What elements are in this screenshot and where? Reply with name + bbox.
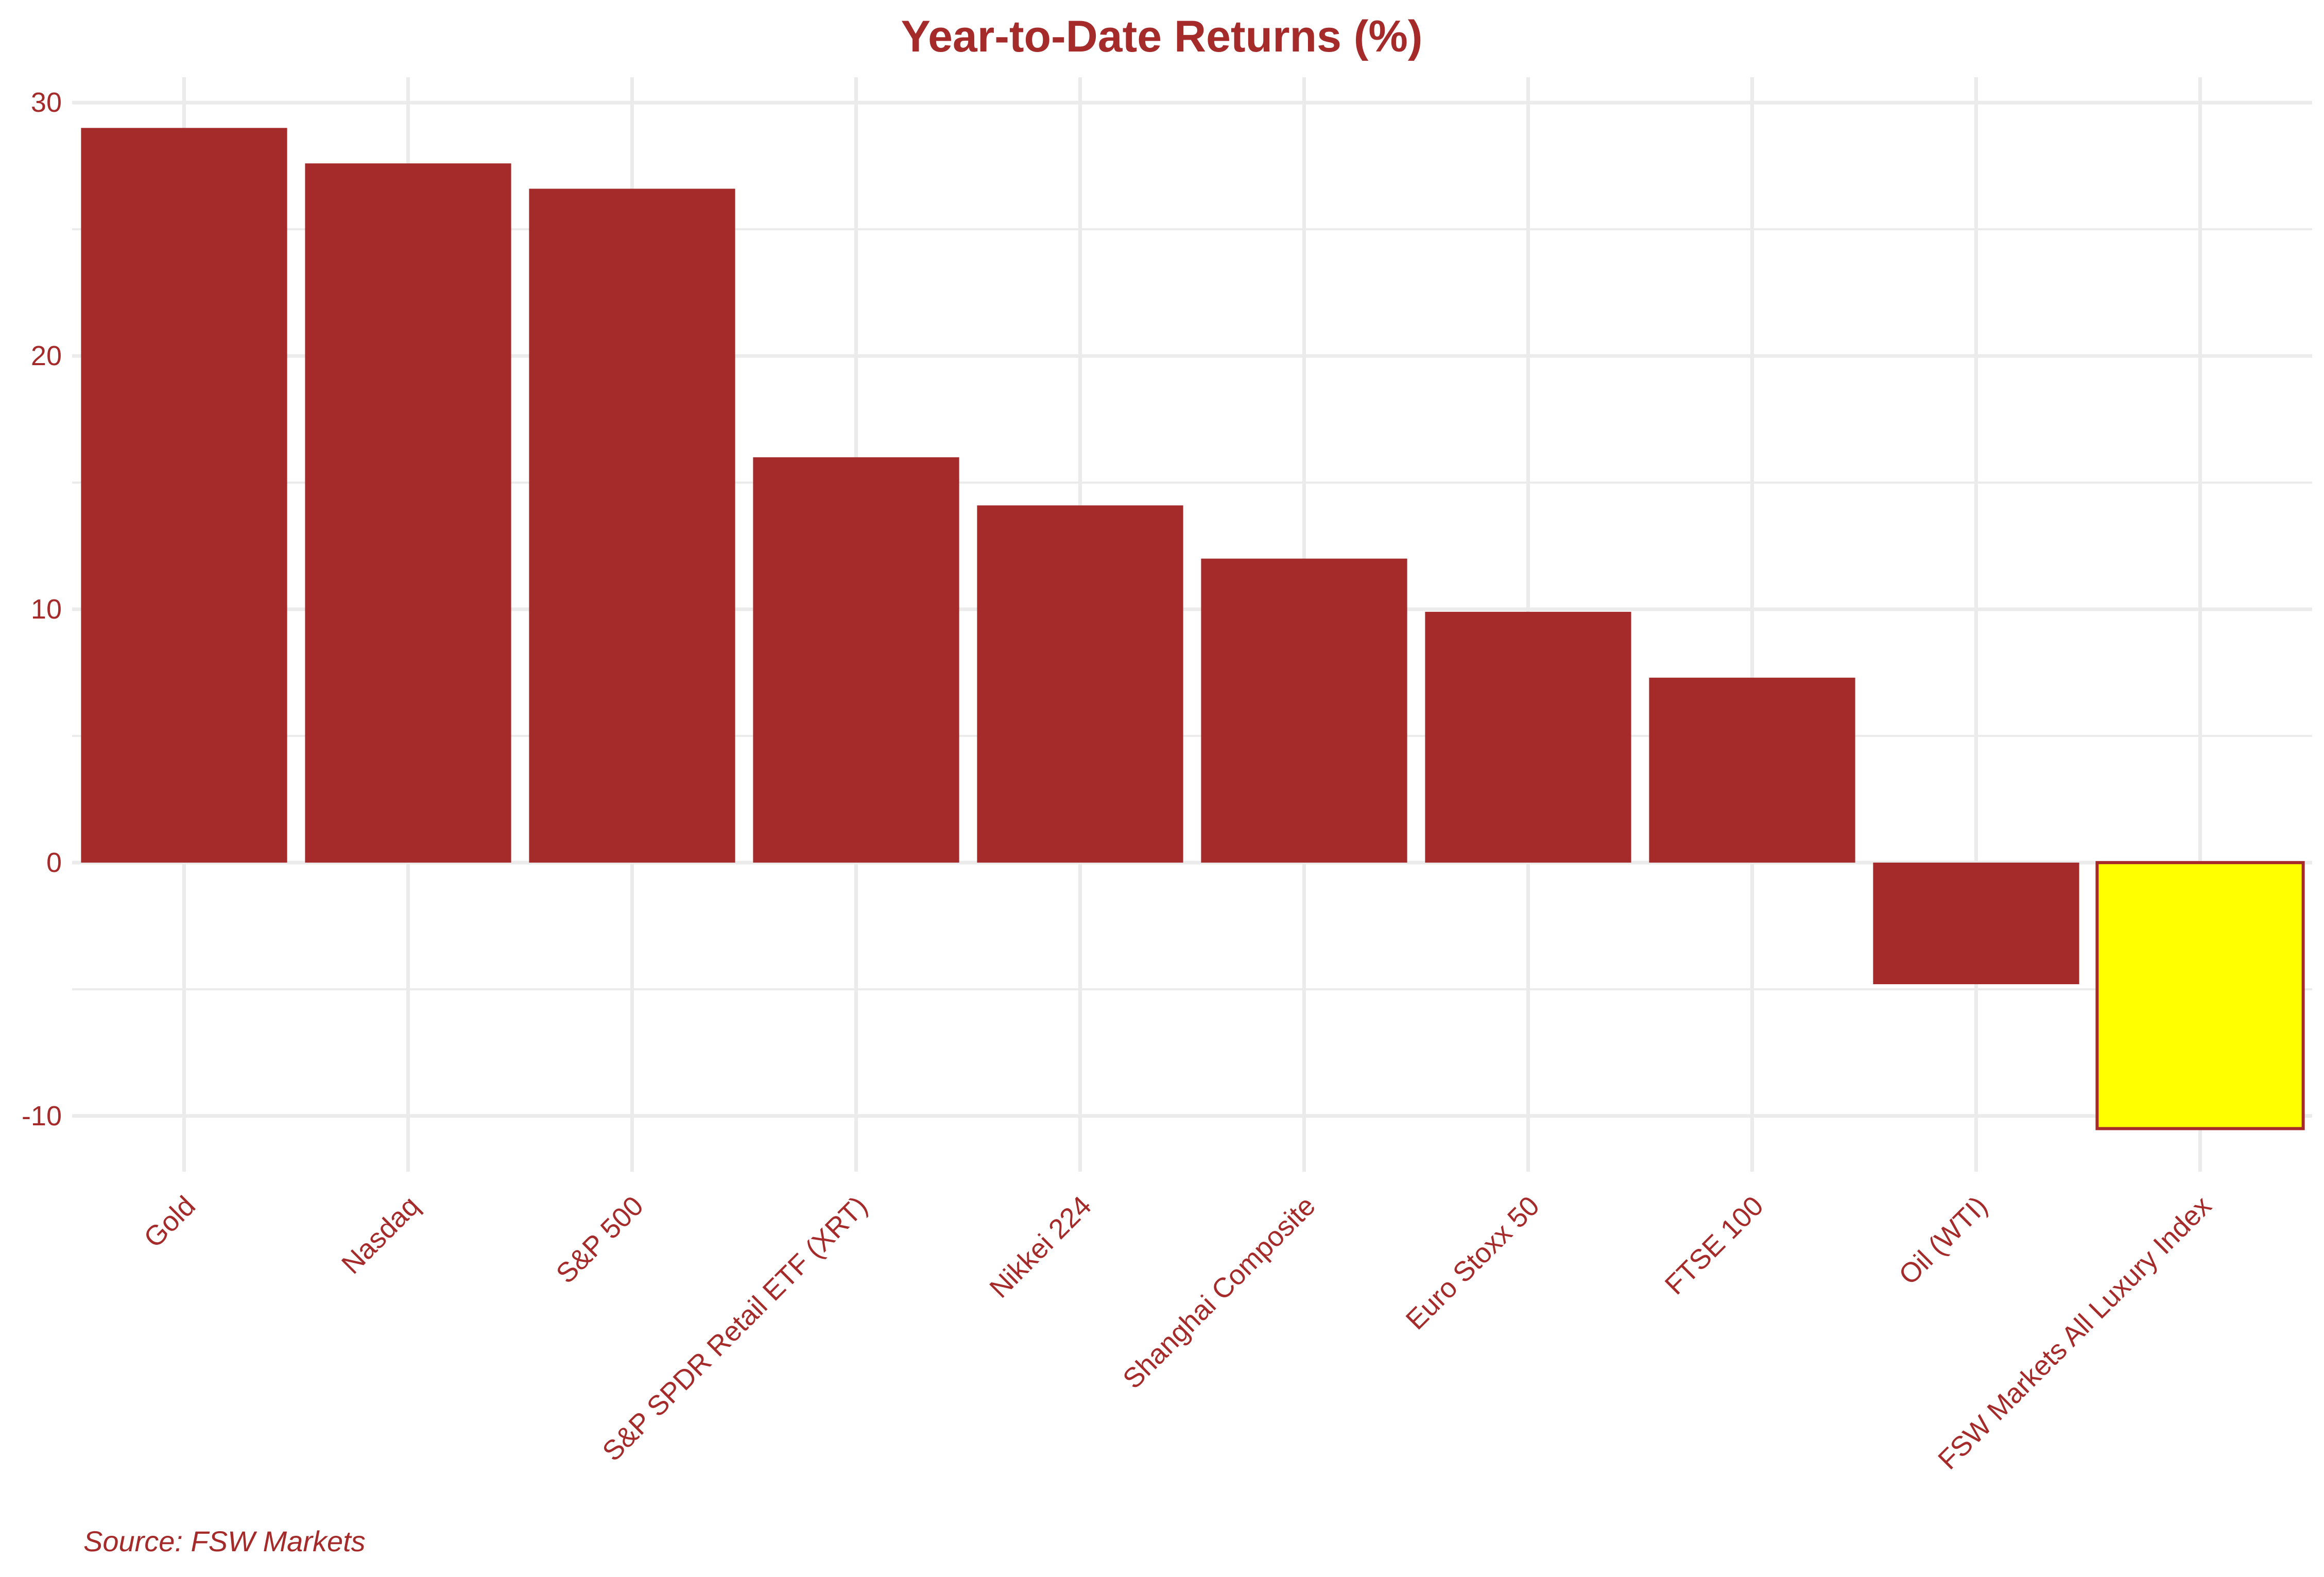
- bar-nasdaq: [305, 163, 511, 863]
- bar-nikkei-224: [977, 505, 1183, 863]
- bar-s-p-500: [529, 188, 735, 863]
- chart-caption: Source: FSW Markets: [83, 1525, 366, 1557]
- x-tick-label: Shanghai Composite: [1117, 1190, 1321, 1395]
- bar-oil-wti: [1873, 862, 2079, 984]
- bar-s-p-spdr-retail-etf-xrt: [753, 457, 959, 863]
- bars: [81, 128, 2305, 1130]
- bar-euro-stoxx-50: [1425, 611, 1631, 863]
- x-tick-label: Nasdaq: [336, 1190, 425, 1280]
- y-tick-label: -10: [22, 1101, 62, 1132]
- x-tick-label: FSW Markets All Luxury Index: [1932, 1190, 2217, 1476]
- bar-gold: [81, 128, 287, 863]
- y-tick-label: 0: [46, 847, 62, 878]
- y-axis-ticks: -10 0 10 20 30: [22, 87, 62, 1132]
- x-tick-label: Euro Stoxx 50: [1400, 1190, 1545, 1335]
- x-tick-label: Oil (WTI): [1893, 1190, 1993, 1291]
- bar-shanghai-composite: [1201, 558, 1407, 863]
- bar-fsw-markets-all-luxury-index: [2095, 861, 2305, 1130]
- y-tick-label: 30: [31, 87, 62, 118]
- bar-ftse-100: [1649, 677, 1855, 863]
- y-tick-label: 10: [31, 594, 62, 625]
- x-tick-label: S&P 500: [550, 1190, 649, 1289]
- x-tick-label: S&P SPDR Retail ETF (XRT): [596, 1190, 873, 1467]
- chart-title: Year-to-Date Returns (%): [901, 12, 1422, 61]
- x-tick-label: FTSE 100: [1659, 1190, 1769, 1300]
- y-tick-label: 20: [31, 340, 62, 371]
- x-tick-label: Gold: [138, 1190, 201, 1254]
- x-tick-label: Nikkei 224: [984, 1190, 1097, 1304]
